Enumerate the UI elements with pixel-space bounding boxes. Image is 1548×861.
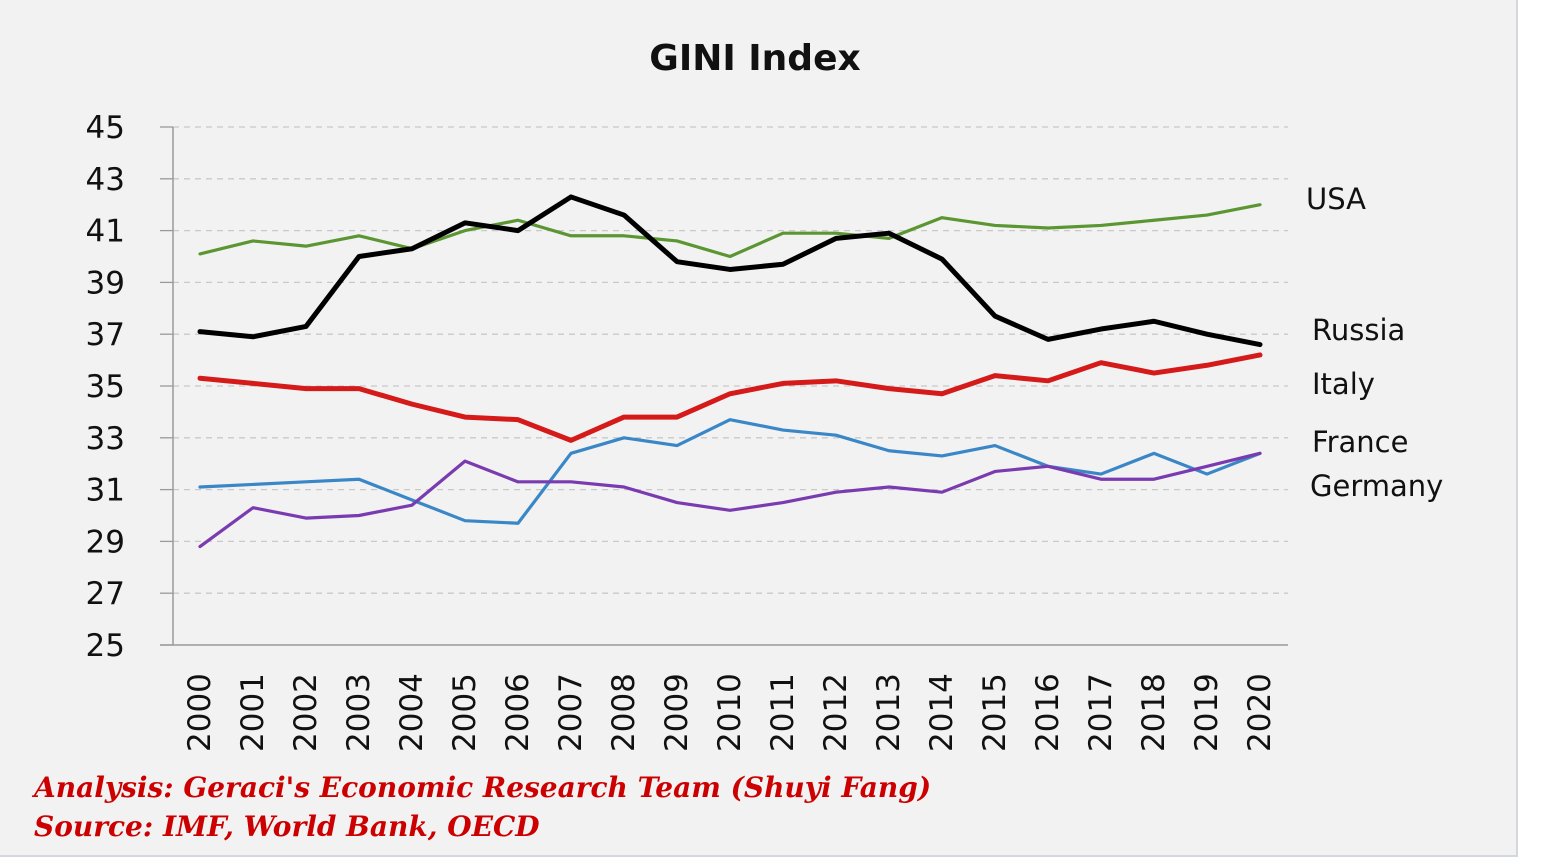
series-line-italy (197, 352, 1263, 443)
analysis-credit: Analysis: Geraci's Economic Research Tea… (34, 771, 932, 804)
x-tick-label-2001: 2001 (235, 673, 271, 752)
chart-title: GINI Index (649, 38, 860, 79)
x-tick-label-2012: 2012 (818, 673, 854, 752)
chart-card: GINI Index 25 27 29 31 33 35 37 39 41 43 45 2000 20… (0, 0, 1518, 857)
x-tick-label-2019: 2019 (1189, 673, 1225, 752)
y-tick-label-45: 45 (86, 110, 125, 146)
series-line-france (198, 418, 1262, 525)
y-tick-label-43: 43 (86, 162, 125, 198)
y-tick-label-31: 31 (86, 473, 125, 509)
x-tick-label-2000: 2000 (182, 673, 218, 752)
x-tick-label-2020: 2020 (1242, 673, 1278, 752)
x-tick-label-2005: 2005 (447, 673, 483, 752)
x-tick-label-2010: 2010 (712, 673, 748, 752)
x-tick-label-2013: 2013 (871, 673, 907, 752)
y-tick-label-39: 39 (86, 265, 125, 301)
x-tick-label-2003: 2003 (341, 673, 377, 752)
axes (160, 126, 1288, 646)
x-tick-label-2018: 2018 (1136, 673, 1172, 752)
y-tick-label-27: 27 (86, 576, 125, 612)
series-line-russia (197, 194, 1263, 348)
series-label-russia: Russia (1312, 313, 1405, 347)
series-label-usa: USA (1306, 182, 1366, 216)
series-label-germany: Germany (1310, 469, 1443, 503)
series-label-france: France (1312, 425, 1408, 459)
y-axis-tick-labels: 25 27 29 31 33 35 37 39 41 43 45 (86, 110, 125, 664)
y-tick-label-33: 33 (86, 421, 125, 457)
x-tick-label-2007: 2007 (553, 673, 589, 752)
x-axis-tick-labels: 2000 2001 2002 2003 2004 2005 2006 2007 2008 2009… (182, 673, 1278, 752)
series-label-italy: Italy (1312, 367, 1375, 401)
series-lines (197, 194, 1263, 549)
x-tick-label-2015: 2015 (977, 673, 1013, 752)
series-line-germany (198, 451, 1262, 549)
x-tick-label-2017: 2017 (1083, 673, 1119, 752)
x-tick-label-2014: 2014 (924, 673, 960, 752)
y-tick-label-25: 25 (86, 628, 125, 664)
series-line-usa (198, 203, 1262, 259)
x-tick-label-2016: 2016 (1030, 673, 1066, 752)
gridlines (173, 126, 1288, 594)
x-tick-label-2009: 2009 (659, 673, 695, 752)
x-tick-label-2008: 2008 (606, 673, 642, 752)
x-tick-label-2002: 2002 (288, 673, 324, 752)
y-tick-label-37: 37 (86, 317, 125, 353)
series-labels: USA Russia Italy France Germany (1306, 182, 1443, 503)
y-tick-label-29: 29 (86, 524, 125, 560)
y-tick-label-41: 41 (86, 214, 125, 250)
x-tick-label-2004: 2004 (394, 673, 430, 752)
x-tick-label-2011: 2011 (765, 673, 801, 752)
x-tick-label-2006: 2006 (500, 673, 536, 752)
y-tick-label-35: 35 (86, 369, 125, 405)
source-credit: Source: IMF, World Bank, OECD (34, 810, 540, 843)
